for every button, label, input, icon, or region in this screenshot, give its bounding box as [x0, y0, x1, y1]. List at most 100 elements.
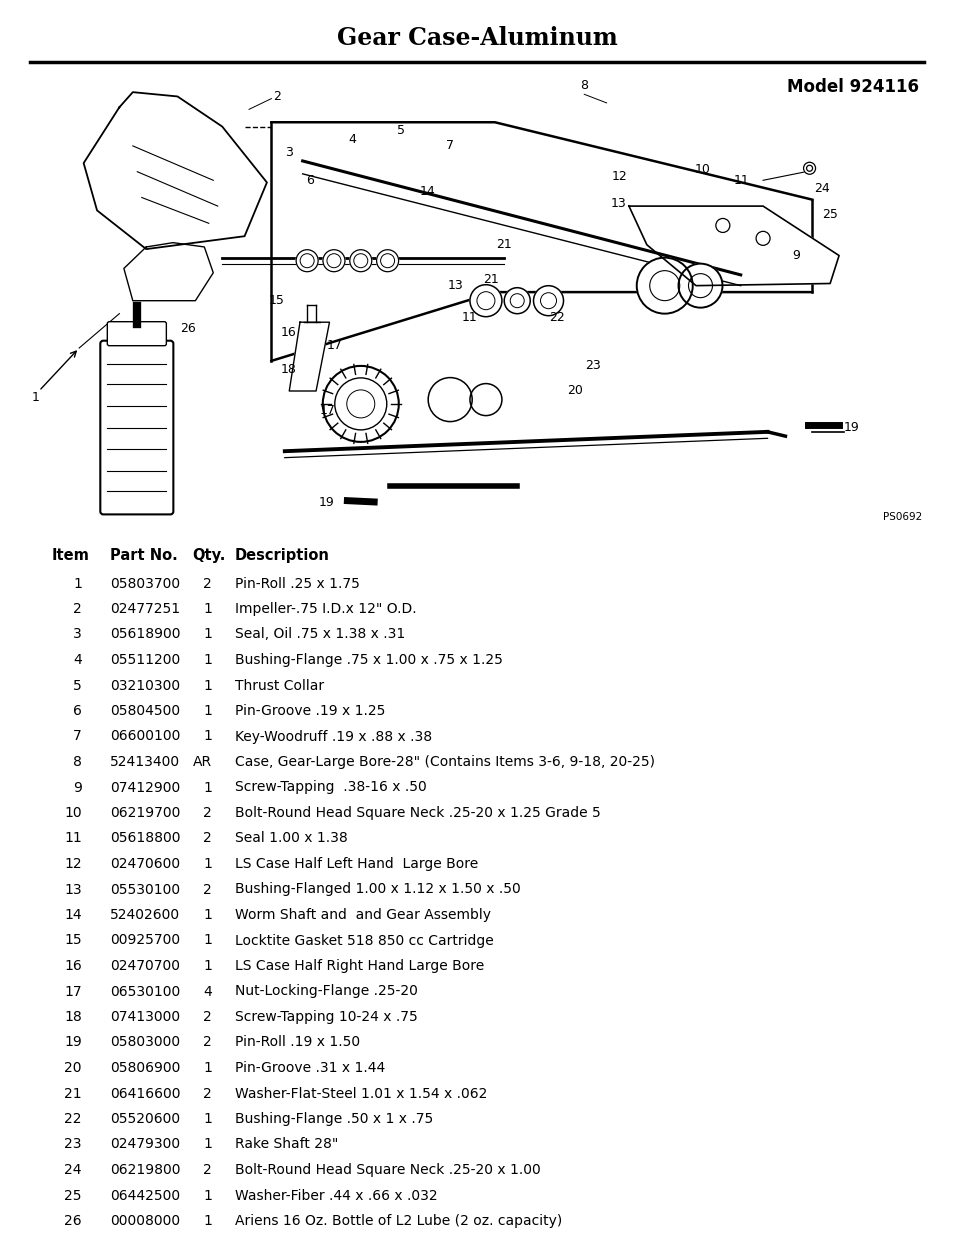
Text: Pin-Groove .19 x 1.25: Pin-Groove .19 x 1.25: [234, 704, 385, 718]
Circle shape: [327, 253, 340, 268]
Text: 17: 17: [319, 404, 335, 417]
Text: 7: 7: [446, 140, 454, 152]
Text: Nut-Locking-Flange .25-20: Nut-Locking-Flange .25-20: [234, 984, 417, 999]
Text: 06219800: 06219800: [110, 1163, 180, 1177]
Text: 2: 2: [203, 577, 212, 590]
Text: Bushing-Flange .50 x 1 x .75: Bushing-Flange .50 x 1 x .75: [234, 1112, 433, 1126]
Circle shape: [533, 285, 563, 316]
Circle shape: [350, 249, 372, 272]
Text: Bushing-Flanged 1.00 x 1.12 x 1.50 x .50: Bushing-Flanged 1.00 x 1.12 x 1.50 x .50: [234, 883, 520, 897]
Text: Locktite Gasket 518 850 cc Cartridge: Locktite Gasket 518 850 cc Cartridge: [234, 934, 494, 947]
Text: 1: 1: [203, 1214, 212, 1228]
Polygon shape: [84, 93, 267, 249]
Text: 02470700: 02470700: [110, 960, 180, 973]
Text: 10: 10: [694, 163, 709, 177]
Text: 2: 2: [203, 806, 212, 820]
Text: Rake Shaft 28": Rake Shaft 28": [234, 1137, 338, 1151]
Text: 9: 9: [791, 249, 800, 262]
Text: Part No.: Part No.: [110, 548, 177, 563]
Text: 2: 2: [273, 90, 281, 103]
Text: Seal, Oil .75 x 1.38 x .31: Seal, Oil .75 x 1.38 x .31: [234, 627, 405, 641]
Text: 12: 12: [612, 169, 627, 183]
Circle shape: [649, 270, 679, 300]
Text: 2: 2: [203, 1035, 212, 1050]
Text: Description: Description: [234, 548, 330, 563]
Text: AR: AR: [193, 755, 212, 769]
Text: 52402600: 52402600: [110, 908, 180, 923]
Text: 5: 5: [396, 125, 405, 137]
Text: 14: 14: [419, 184, 436, 198]
Text: 1: 1: [203, 960, 212, 973]
Text: 20: 20: [567, 384, 582, 398]
Text: 17: 17: [64, 984, 82, 999]
Text: 1: 1: [203, 1137, 212, 1151]
Text: 13: 13: [447, 279, 463, 293]
Text: Pin-Roll .25 x 1.75: Pin-Roll .25 x 1.75: [234, 577, 359, 590]
Text: 18: 18: [64, 1010, 82, 1024]
Circle shape: [510, 294, 524, 308]
Text: 15: 15: [64, 934, 82, 947]
Text: Ariens 16 Oz. Bottle of L2 Lube (2 oz. capacity): Ariens 16 Oz. Bottle of L2 Lube (2 oz. c…: [234, 1214, 561, 1228]
Text: 22: 22: [65, 1112, 82, 1126]
Text: 06600100: 06600100: [110, 730, 180, 743]
Text: 02479300: 02479300: [110, 1137, 180, 1151]
Text: 1: 1: [203, 730, 212, 743]
Text: 6: 6: [306, 174, 314, 186]
Text: Model 924116: Model 924116: [786, 78, 918, 96]
Text: 22: 22: [549, 311, 565, 325]
Text: Pin-Groove .31 x 1.44: Pin-Groove .31 x 1.44: [234, 1061, 385, 1074]
Text: 1: 1: [203, 857, 212, 871]
Text: 1: 1: [203, 781, 212, 794]
Text: 05520600: 05520600: [110, 1112, 180, 1126]
Text: Gear Case-Aluminum: Gear Case-Aluminum: [336, 26, 617, 49]
Text: 24: 24: [65, 1163, 82, 1177]
Text: 52413400: 52413400: [110, 755, 180, 769]
Text: 19: 19: [842, 421, 859, 433]
Text: 1: 1: [203, 1112, 212, 1126]
Text: 2: 2: [203, 1163, 212, 1177]
Text: 4: 4: [348, 133, 355, 146]
Text: Pin-Roll .19 x 1.50: Pin-Roll .19 x 1.50: [234, 1035, 359, 1050]
Circle shape: [376, 249, 398, 272]
Circle shape: [715, 219, 729, 232]
Text: 21: 21: [483, 273, 498, 285]
Circle shape: [540, 293, 556, 309]
Text: 1: 1: [203, 601, 212, 616]
Text: 2: 2: [203, 1010, 212, 1024]
Text: 20: 20: [65, 1061, 82, 1074]
Text: 16: 16: [280, 326, 296, 340]
Circle shape: [323, 249, 345, 272]
Circle shape: [335, 378, 386, 430]
Text: 13: 13: [64, 883, 82, 897]
Text: 2: 2: [203, 1087, 212, 1100]
Text: 4: 4: [73, 653, 82, 667]
Text: 8: 8: [73, 755, 82, 769]
Text: 1: 1: [203, 653, 212, 667]
Text: 3: 3: [285, 146, 293, 159]
Text: 12: 12: [64, 857, 82, 871]
Text: 26: 26: [64, 1214, 82, 1228]
Text: Bolt-Round Head Square Neck .25-20 x 1.00: Bolt-Round Head Square Neck .25-20 x 1.0…: [234, 1163, 540, 1177]
Text: 1: 1: [203, 704, 212, 718]
Text: Washer-Flat-Steel 1.01 x 1.54 x .062: Washer-Flat-Steel 1.01 x 1.54 x .062: [234, 1087, 487, 1100]
Circle shape: [300, 253, 314, 268]
Circle shape: [322, 366, 398, 442]
Text: 05804500: 05804500: [110, 704, 180, 718]
Text: 06442500: 06442500: [110, 1188, 180, 1203]
Circle shape: [476, 291, 495, 310]
Text: Bolt-Round Head Square Neck .25-20 x 1.25 Grade 5: Bolt-Round Head Square Neck .25-20 x 1.2…: [234, 806, 600, 820]
Text: 21: 21: [496, 238, 511, 251]
Text: Screw-Tapping 10-24 x .75: Screw-Tapping 10-24 x .75: [234, 1010, 417, 1024]
Text: 5: 5: [73, 678, 82, 693]
FancyBboxPatch shape: [107, 321, 166, 346]
Text: 11: 11: [733, 174, 749, 186]
Text: 1: 1: [73, 577, 82, 590]
Text: PS0692: PS0692: [882, 513, 921, 522]
Text: Key-Woodruff .19 x .88 x .38: Key-Woodruff .19 x .88 x .38: [234, 730, 432, 743]
Text: 18: 18: [280, 363, 296, 375]
Text: 2: 2: [203, 831, 212, 846]
Text: 25: 25: [65, 1188, 82, 1203]
Text: 24: 24: [813, 183, 829, 195]
Text: 9: 9: [73, 781, 82, 794]
Text: Qty.: Qty.: [192, 548, 225, 563]
